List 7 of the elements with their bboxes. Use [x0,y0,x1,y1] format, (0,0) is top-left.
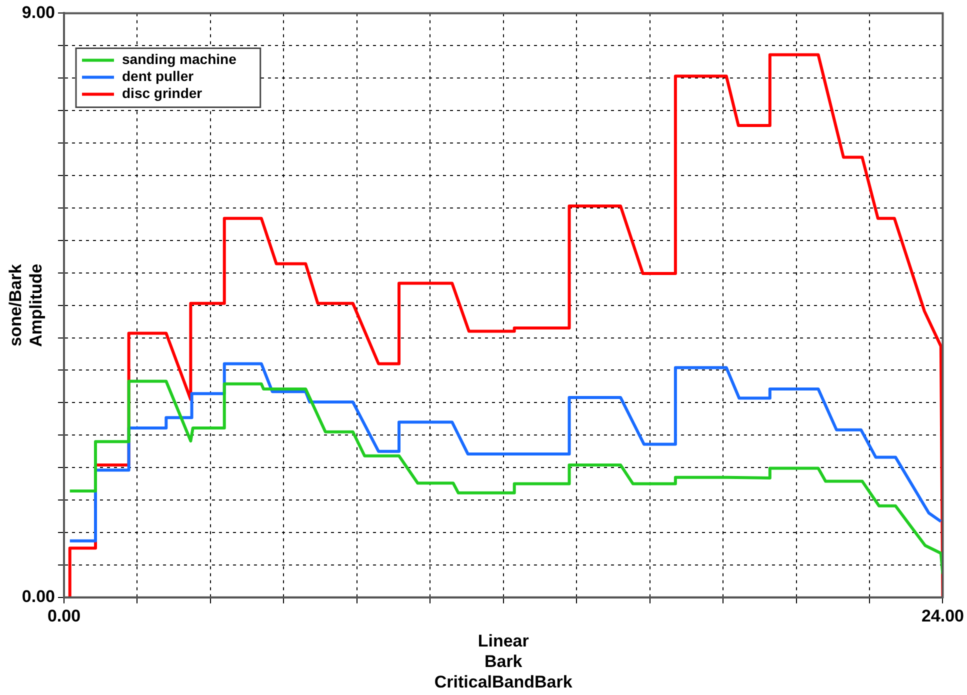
y-axis-title: sone/Bark Amplitude [6,264,46,347]
legend-label: dent puller [122,68,194,84]
legend-label: disc grinder [122,85,203,102]
legend-label: sanding machine [122,51,237,68]
y-tick-label: 9.00 [22,2,55,22]
x-axis-title: Linear Bark CriticalBandBark [434,632,573,692]
x-tick-label: 24.00 [921,606,964,626]
